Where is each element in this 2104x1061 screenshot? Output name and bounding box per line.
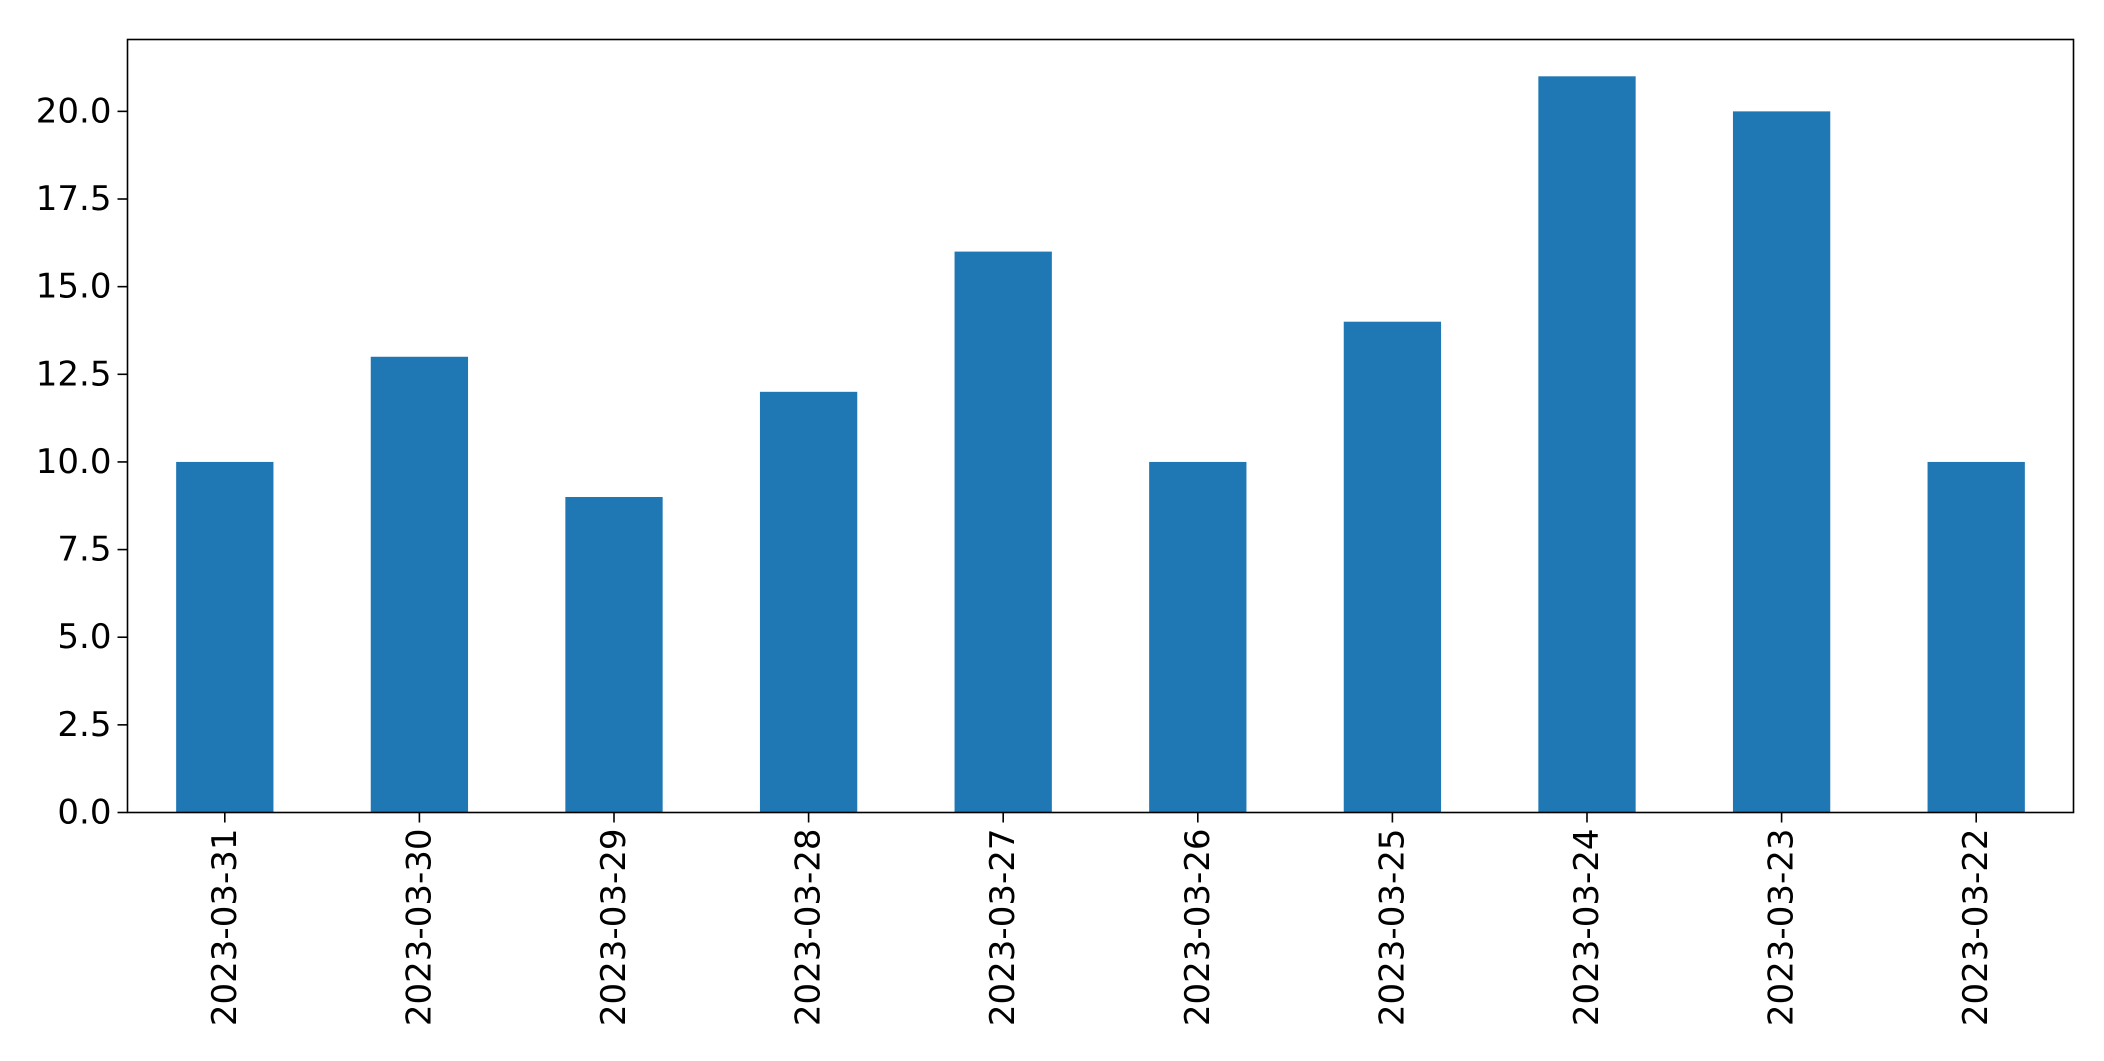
bar-2023-03-28 bbox=[759, 391, 858, 813]
x-tick-label: 2023-03-28 bbox=[789, 829, 829, 1027]
x-tick-label: 2023-03-29 bbox=[594, 829, 634, 1027]
bar-2023-03-23 bbox=[1732, 111, 1831, 813]
bar-2023-03-27 bbox=[954, 251, 1052, 813]
bars-group bbox=[176, 76, 2025, 813]
y-tick-label: 15.0 bbox=[36, 267, 112, 307]
bar-2023-03-30 bbox=[370, 356, 469, 813]
x-tick-label: 2023-03-22 bbox=[1956, 829, 1996, 1027]
y-tick-label: 2.5 bbox=[57, 705, 111, 745]
x-tick-label: 2023-03-30 bbox=[399, 829, 439, 1027]
y-tick-label: 17.5 bbox=[36, 179, 112, 219]
x-tick-label: 2023-03-31 bbox=[205, 829, 245, 1027]
bar-2023-03-26 bbox=[1149, 461, 1247, 813]
x-tick-label: 2023-03-26 bbox=[1178, 829, 1218, 1027]
y-axis: 0.0 2.5 5.0 7.5 10.0 12.5 15.0 17.5 20.0 bbox=[36, 91, 128, 833]
bar-2023-03-25 bbox=[1343, 321, 1442, 813]
y-tick-label: 5.0 bbox=[57, 617, 111, 657]
x-tick-label: 2023-03-23 bbox=[1762, 829, 1802, 1027]
x-axis: 2023-03-31 2023-03-30 2023-03-29 2023-03-28… bbox=[205, 812, 1996, 1027]
plot-frame bbox=[126, 38, 2075, 814]
y-tick-label: 7.5 bbox=[57, 530, 111, 570]
x-tick-label: 2023-03-24 bbox=[1567, 829, 1607, 1027]
y-tick-label: 20.0 bbox=[36, 91, 112, 131]
bar-2023-03-29 bbox=[565, 496, 663, 813]
x-tick-label: 2023-03-27 bbox=[983, 829, 1023, 1027]
bar-2023-03-24 bbox=[1538, 76, 1636, 813]
y-tick-label: 12.5 bbox=[36, 354, 112, 394]
bar-2023-03-31 bbox=[176, 461, 274, 813]
x-tick-label: 2023-03-25 bbox=[1372, 829, 1412, 1027]
y-tick-label: 0.0 bbox=[57, 793, 111, 833]
bar-2023-03-22 bbox=[1927, 461, 2025, 813]
y-tick-label: 10.0 bbox=[36, 442, 112, 482]
